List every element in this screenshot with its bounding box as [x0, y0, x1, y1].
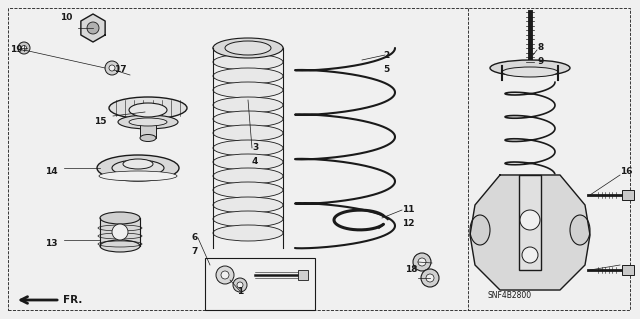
Circle shape	[520, 210, 540, 230]
Polygon shape	[470, 175, 590, 290]
Ellipse shape	[225, 41, 271, 55]
Circle shape	[112, 224, 128, 240]
Polygon shape	[81, 14, 105, 42]
Circle shape	[22, 46, 26, 50]
Text: 18: 18	[406, 265, 418, 275]
Ellipse shape	[99, 171, 177, 181]
Bar	[140, 124, 156, 138]
Circle shape	[221, 271, 229, 279]
Circle shape	[18, 42, 30, 54]
Bar	[519, 175, 541, 270]
Ellipse shape	[213, 111, 283, 127]
Ellipse shape	[213, 168, 283, 184]
Bar	[622, 190, 634, 200]
Circle shape	[421, 269, 439, 287]
Ellipse shape	[213, 68, 283, 84]
Text: 14: 14	[45, 167, 58, 176]
Ellipse shape	[97, 155, 179, 181]
Text: 6: 6	[192, 234, 198, 242]
Text: FR.: FR.	[63, 295, 83, 305]
Ellipse shape	[213, 54, 283, 70]
Ellipse shape	[213, 211, 283, 227]
Ellipse shape	[129, 103, 167, 117]
Circle shape	[522, 247, 538, 263]
Circle shape	[418, 258, 426, 266]
Ellipse shape	[123, 159, 153, 169]
Text: 3: 3	[252, 144, 259, 152]
Ellipse shape	[100, 212, 140, 224]
Ellipse shape	[213, 197, 283, 213]
Ellipse shape	[213, 225, 283, 241]
Ellipse shape	[213, 40, 283, 56]
Circle shape	[109, 65, 115, 71]
Text: 13: 13	[45, 240, 58, 249]
Bar	[622, 265, 634, 275]
Text: 9: 9	[537, 57, 543, 66]
Ellipse shape	[213, 140, 283, 156]
Text: 7: 7	[191, 248, 198, 256]
Circle shape	[105, 61, 119, 75]
Text: 10: 10	[60, 13, 72, 23]
Bar	[205, 258, 315, 310]
Ellipse shape	[213, 182, 283, 198]
Ellipse shape	[490, 60, 570, 76]
Text: 15: 15	[95, 117, 107, 127]
Ellipse shape	[112, 160, 164, 176]
Text: 19: 19	[10, 46, 23, 55]
Circle shape	[87, 22, 99, 34]
Circle shape	[237, 282, 243, 288]
Text: 17: 17	[114, 65, 127, 75]
Ellipse shape	[213, 38, 283, 58]
Text: 8: 8	[537, 43, 543, 53]
Text: 11: 11	[402, 205, 415, 214]
Ellipse shape	[470, 215, 490, 245]
Ellipse shape	[140, 135, 156, 142]
Ellipse shape	[109, 97, 187, 119]
Circle shape	[216, 266, 234, 284]
Text: 2: 2	[383, 50, 389, 60]
Text: 4: 4	[252, 158, 259, 167]
Ellipse shape	[570, 215, 590, 245]
Ellipse shape	[118, 115, 178, 129]
Text: 1: 1	[237, 287, 243, 296]
Text: 12: 12	[402, 219, 415, 228]
Ellipse shape	[213, 125, 283, 141]
Ellipse shape	[129, 118, 167, 126]
Bar	[100, 218, 140, 246]
Circle shape	[413, 253, 431, 271]
Ellipse shape	[100, 240, 140, 252]
Ellipse shape	[213, 154, 283, 170]
Circle shape	[426, 274, 434, 282]
Text: SNF4B2800: SNF4B2800	[488, 291, 532, 300]
Ellipse shape	[213, 82, 283, 98]
Text: 5: 5	[383, 64, 389, 73]
Text: 16: 16	[620, 167, 632, 176]
Bar	[298, 270, 308, 280]
Ellipse shape	[213, 97, 283, 113]
Circle shape	[233, 278, 247, 292]
Ellipse shape	[502, 67, 558, 77]
